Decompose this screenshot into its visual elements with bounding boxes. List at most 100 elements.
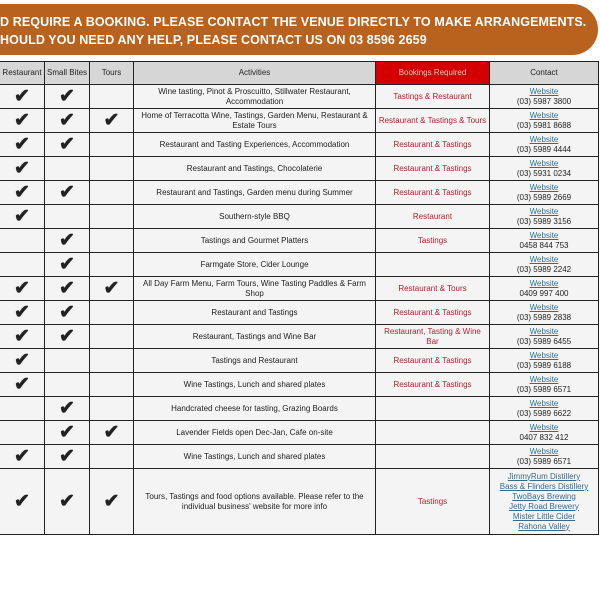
checkmark-icon: ✔ [14,374,30,395]
tours-cell [89,252,134,277]
website-link[interactable]: Website [529,158,559,168]
contact-cell: Website (03) 5981 8688 [489,108,599,133]
phone-number: 0409 997 400 [519,288,569,298]
activities-cell: Wine Tastings, Lunch and shared plates [133,444,376,469]
checkmark-icon: ✔ [14,158,30,179]
table-row: ✔ Southern-style BBQ Restaurant Website (03)… [0,204,599,229]
tours-cell [89,180,134,205]
website-link[interactable]: Website [529,326,559,336]
restaurant-cell: ✔ [0,156,45,181]
checkmark-icon: ✔ [14,278,30,299]
website-link[interactable]: Mister Little Cider [512,511,576,521]
restaurant-cell: ✔ [0,324,45,349]
phone-number: (03) 5989 6571 [516,456,572,466]
booking-cell: Restaurant & Tastings [375,156,490,181]
table-row: ✔ ✔ Restaurant and Tastings Restaurant & Ta… [0,300,599,325]
website-link[interactable]: Website [529,398,559,408]
website-link[interactable]: Website [529,374,559,384]
tours-cell: ✔ [89,276,134,301]
booking-cell: Restaurant [375,204,490,229]
table-row: ✔ Farmgate Store, Cider Lounge Website (03)… [0,252,599,277]
checkmark-icon: ✔ [14,110,30,131]
website-link[interactable]: Rahona Valley [518,521,570,531]
checkmark-icon: ✔ [59,491,75,512]
table-row: ✔ ✔ Restaurant, Tastings and Wine Bar Resta… [0,324,599,349]
booking-cell [375,252,490,277]
contact-cell: Website (03) 5987 3800 [489,84,599,109]
checkmark-icon: ✔ [14,182,30,203]
restaurant-cell [0,252,45,277]
contact-cell: Website (03) 5989 6455 [489,324,599,349]
contact-cell: Website (03) 5989 6188 [489,348,599,373]
activities-cell: Tours, Tastings and food options availab… [133,468,376,535]
tours-cell [89,156,134,181]
tours-cell [89,324,134,349]
restaurant-cell [0,228,45,253]
website-link[interactable]: Website [529,350,559,360]
table-row: ✔ ✔ Restaurant and Tasting Experiences, Ac… [0,132,599,157]
website-link[interactable]: Website [529,278,559,288]
activities-cell: Handcrated cheese for tasting, Grazing B… [133,396,376,421]
tours-cell [89,132,134,157]
booking-cell [375,396,490,421]
website-link[interactable]: JimmyRum Distillery [507,471,581,481]
booking-notice-banner: D REQUIRE A BOOKING. PLEASE CONTACT THE … [0,4,598,55]
website-link[interactable]: Website [529,422,559,432]
checkmark-icon: ✔ [103,110,120,131]
website-link[interactable]: Website [529,134,559,144]
tours-cell: ✔ [89,468,134,535]
table-header-row: Restaurant Small Bites Tours Activities … [0,61,599,85]
activities-cell: Restaurant and Tasting Experiences, Acco… [133,132,376,157]
phone-number: (03) 5989 2242 [516,264,572,274]
website-link[interactable]: Website [529,110,559,120]
website-link[interactable]: Website [529,446,559,456]
website-link[interactable]: TwoBays Brewing [512,491,576,501]
booking-cell [375,420,490,445]
website-link[interactable]: Website [529,206,559,216]
activities-cell: Wine tasting, Pinot & Proscuitto, Stillw… [133,84,376,109]
restaurant-cell: ✔ [0,132,45,157]
restaurant-cell [0,396,45,421]
venue-table: Restaurant Small Bites Tours Activities … [0,61,599,535]
website-link[interactable]: Bass & Flinders Distillery [499,481,589,491]
phone-number: (03) 5987 3800 [516,96,572,106]
website-link[interactable]: Website [529,302,559,312]
contact-cell: Website 0409 997 400 [489,276,599,301]
checkmark-icon: ✔ [59,446,75,467]
activities-cell: Tastings and Restaurant [133,348,376,373]
booking-cell: Restaurant & Tastings [375,348,490,373]
website-link[interactable]: Website [529,230,559,240]
small-bites-cell: ✔ [44,420,90,445]
table-row: ✔ ✔ ✔ Tours, Tastings and food options avai… [0,468,599,535]
website-link[interactable]: Jetty Road Brewery [509,501,579,511]
checkmark-icon: ✔ [59,398,75,419]
tours-cell [89,300,134,325]
table-row: ✔ Handcrated cheese for tasting, Grazing … [0,396,599,421]
table-row: ✔ Wine Tastings, Lunch and shared plates R… [0,372,599,397]
booking-cell: Tastings [375,228,490,253]
phone-number: (03) 5989 6622 [516,408,572,418]
checkmark-icon: ✔ [59,326,75,347]
restaurant-cell: ✔ [0,300,45,325]
checkmark-icon: ✔ [59,134,75,155]
tours-cell [89,228,134,253]
small-bites-cell: ✔ [44,276,90,301]
restaurant-cell: ✔ [0,348,45,373]
website-link[interactable]: Website [529,182,559,192]
restaurant-cell: ✔ [0,372,45,397]
restaurant-cell [0,420,45,445]
phone-number: (03) 5931 0234 [516,168,572,178]
website-link[interactable]: Website [529,254,559,264]
phone-number: (03) 5989 3156 [516,216,572,226]
small-bites-cell: ✔ [44,300,90,325]
phone-number: (03) 5989 4444 [516,144,572,154]
phone-number: (03) 5981 8688 [516,120,572,130]
small-bites-cell: ✔ [44,180,90,205]
website-link[interactable]: Website [529,86,559,96]
phone-number: (03) 5989 6188 [516,360,572,370]
booking-cell: Tastings [375,468,490,535]
table-row: ✔ ✔ ✔ Home of Terracotta Wine, Tastings, Ga… [0,108,599,133]
checkmark-icon: ✔ [14,302,30,323]
banner-line-2: HOULD YOU NEED ANY HELP, PLEASE CONTACT … [0,33,427,47]
header-activities: Activities [133,61,376,85]
